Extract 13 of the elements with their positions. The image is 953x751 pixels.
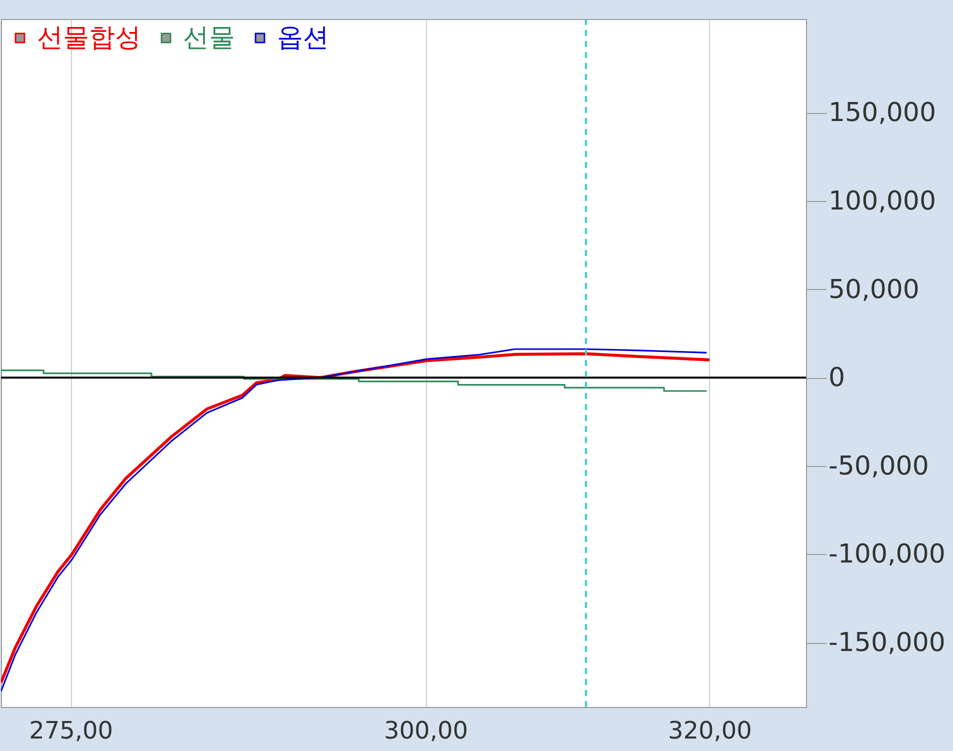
y-tick-label: -150,000 [828, 628, 946, 658]
y-tick-label: 50,000 [828, 274, 920, 305]
x-tick-label: 320,00 [668, 716, 752, 744]
y-tick-label: -100,000 [828, 540, 946, 570]
x-tick-label: 300,00 [384, 716, 468, 744]
y-tick-label: -50,000 [828, 451, 929, 482]
legend-label: 선물합성 [37, 23, 141, 53]
x-tick-label: 275,00 [29, 716, 114, 744]
y-tick-label: 150,000 [828, 98, 936, 128]
legend-label: 옵션 [277, 23, 329, 53]
legend-label: 선물 [183, 23, 235, 53]
y-tick-label: 0 [828, 363, 846, 394]
y-tick-label: 100,000 [828, 186, 936, 216]
